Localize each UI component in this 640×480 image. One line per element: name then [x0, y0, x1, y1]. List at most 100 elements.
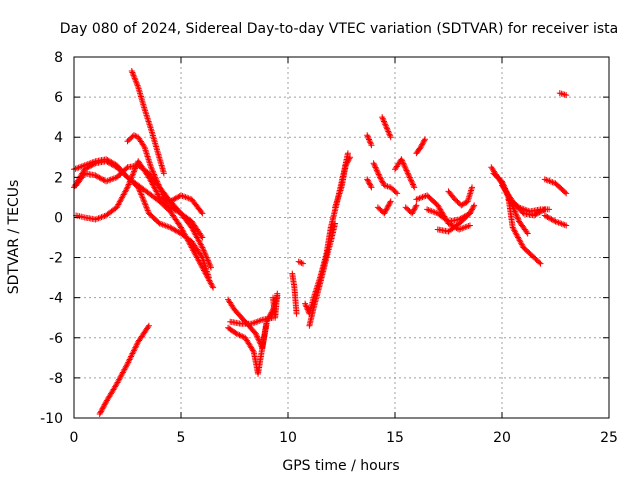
- data-point: [510, 205, 517, 212]
- data-point: [366, 180, 373, 187]
- data-point: [200, 245, 207, 252]
- data-point: [131, 166, 138, 173]
- data-point: [399, 157, 406, 164]
- data-point: [563, 190, 570, 197]
- data-point: [551, 217, 558, 224]
- data-point: [468, 207, 475, 214]
- data-point: [364, 133, 371, 140]
- data-point: [157, 187, 164, 194]
- data-point: [129, 171, 136, 178]
- data-point: [135, 185, 142, 192]
- data-point: [376, 172, 383, 179]
- series-arc-c: [73, 158, 206, 241]
- data-point: [413, 202, 420, 209]
- data-point: [127, 354, 134, 361]
- data-point: [132, 78, 139, 85]
- series-arc-s: [370, 160, 401, 197]
- data-point: [132, 76, 139, 83]
- x-tick-label: 25: [600, 430, 618, 446]
- series-arc-q: [364, 132, 375, 149]
- data-point: [409, 180, 416, 187]
- data-point: [128, 353, 135, 360]
- data-point: [406, 173, 413, 180]
- data-point: [152, 175, 159, 182]
- x-tick-label: 15: [386, 430, 404, 446]
- data-point: [124, 184, 131, 191]
- data-point: [563, 92, 570, 99]
- data-point: [101, 401, 108, 408]
- data-point: [143, 204, 150, 211]
- data-point: [385, 129, 392, 136]
- data-point: [375, 170, 382, 177]
- data-point: [524, 230, 531, 237]
- data-point: [130, 132, 137, 139]
- data-point: [344, 158, 351, 165]
- series-arc-e: [124, 132, 206, 217]
- data-point: [403, 167, 410, 174]
- data-point: [466, 222, 473, 229]
- data-point: [297, 259, 304, 266]
- data-point: [201, 250, 208, 257]
- data-point: [373, 165, 380, 172]
- data-point: [123, 165, 130, 172]
- data-point: [412, 203, 419, 210]
- y-tick-label: -2: [49, 251, 63, 267]
- data-point: [421, 136, 428, 143]
- data-point: [381, 210, 388, 217]
- series-arc-m: [289, 270, 300, 317]
- data-point: [254, 334, 261, 341]
- data-point: [141, 200, 148, 207]
- data-point: [562, 189, 569, 196]
- data-point: [154, 178, 161, 185]
- data-point: [142, 203, 149, 210]
- data-point: [96, 410, 103, 417]
- data-point: [130, 72, 137, 79]
- data-point: [274, 290, 281, 297]
- data-point: [302, 300, 309, 307]
- data-point: [511, 208, 518, 215]
- data-point: [198, 243, 205, 250]
- data-point: [364, 176, 371, 183]
- data-point: [132, 344, 139, 351]
- data-point: [133, 79, 140, 86]
- data-point: [400, 160, 407, 167]
- data-point: [138, 192, 145, 199]
- data-point: [200, 247, 207, 254]
- data-point: [154, 180, 161, 187]
- y-tick-label: 6: [54, 90, 63, 106]
- data-point: [144, 207, 151, 214]
- data-point: [129, 350, 136, 357]
- series-arc-ah: [541, 176, 570, 197]
- data-point: [381, 119, 388, 126]
- series-arc-ad: [490, 170, 531, 237]
- series-arc-i: [225, 292, 281, 377]
- series-arc-ag: [541, 212, 570, 229]
- data-point: [371, 163, 378, 170]
- series-arc-r: [364, 176, 375, 191]
- data-point: [378, 177, 385, 184]
- data-point: [254, 333, 261, 340]
- data-point: [295, 258, 302, 265]
- data-point: [207, 263, 214, 270]
- data-point: [152, 174, 159, 181]
- data-point: [364, 132, 371, 139]
- data-point: [210, 284, 217, 291]
- data-point: [237, 332, 244, 339]
- data-point: [384, 127, 391, 134]
- data-point: [198, 209, 205, 216]
- data-point: [235, 331, 242, 338]
- data-point: [303, 304, 310, 311]
- data-point: [368, 142, 375, 149]
- x-axis-label: GPS time / hours: [282, 458, 399, 474]
- data-point: [128, 68, 135, 75]
- data-point: [405, 171, 412, 178]
- data-point: [128, 352, 135, 359]
- data-point: [385, 128, 392, 135]
- data-point: [513, 211, 520, 218]
- data-point: [514, 215, 521, 222]
- x-tick-label: 5: [177, 430, 186, 446]
- data-point: [131, 75, 138, 82]
- data-point: [159, 191, 166, 198]
- data-point: [375, 171, 382, 178]
